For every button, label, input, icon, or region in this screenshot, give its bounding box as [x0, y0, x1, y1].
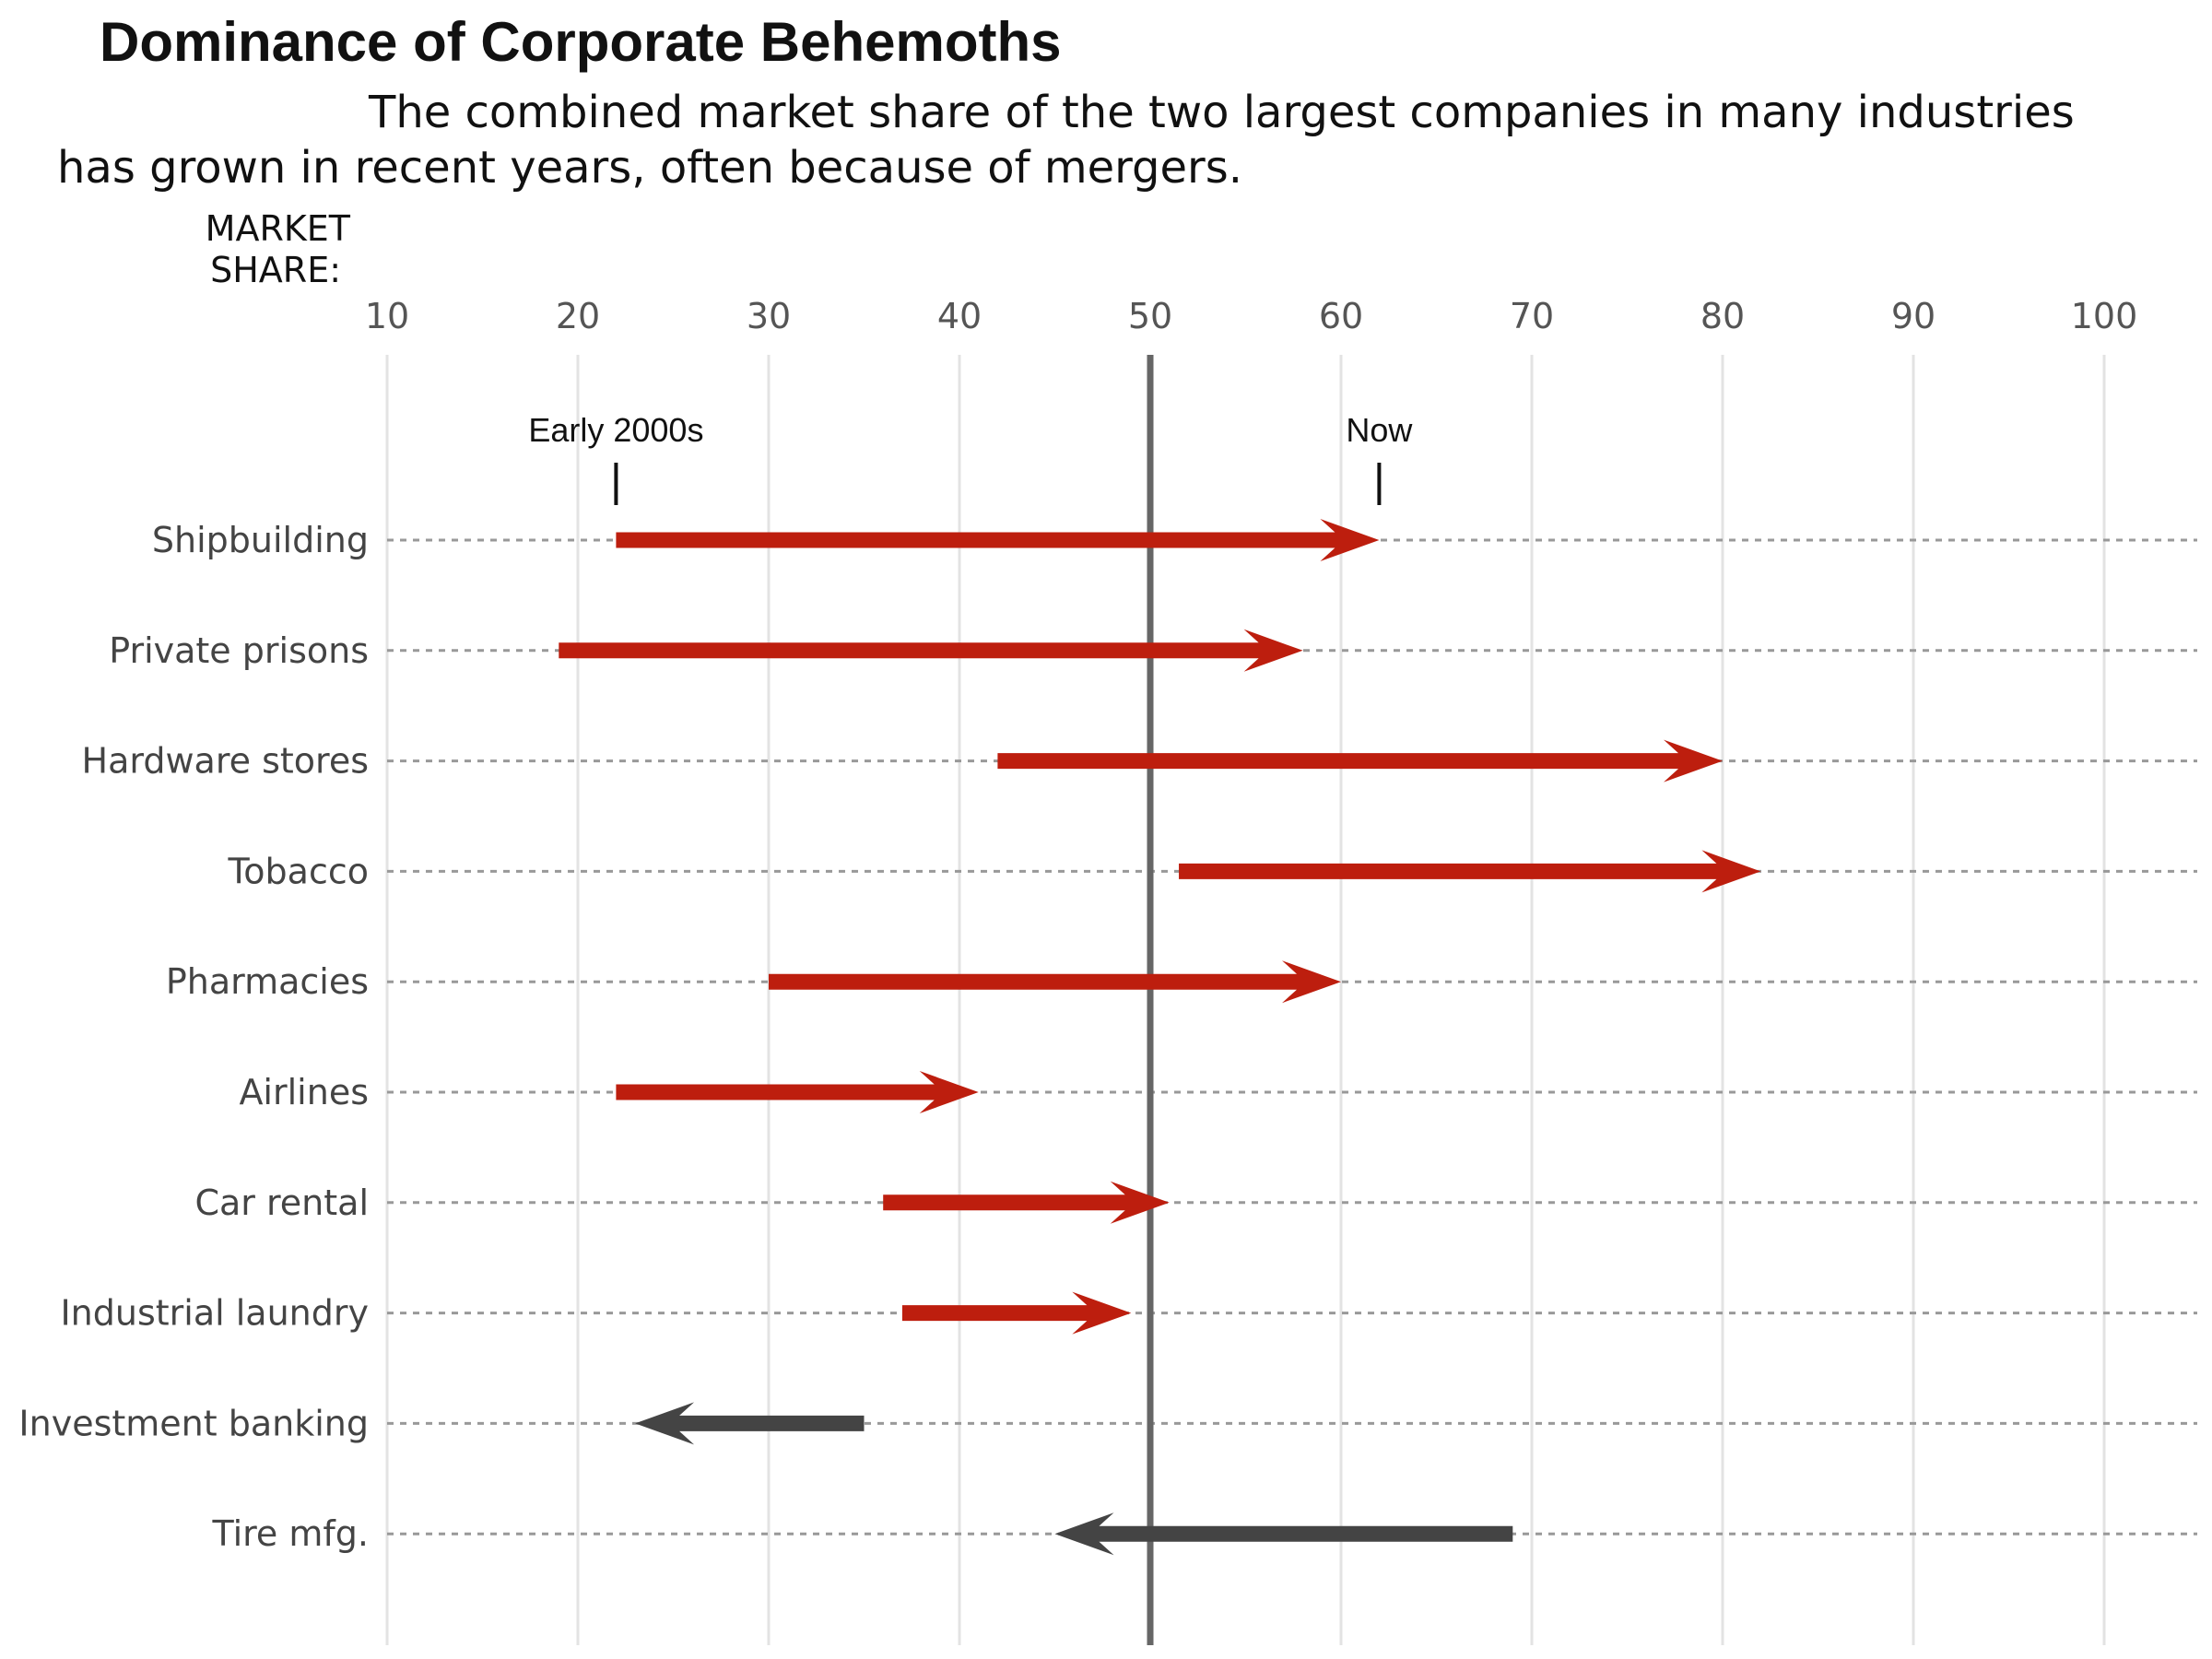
chart-subtitle-line-2: has grown in recent years, often because… [57, 142, 1242, 194]
category-label-pharmacies: Pharmacies [166, 961, 369, 1002]
x-tick-label-80: 80 [1700, 296, 1745, 336]
x-tick-label-60: 60 [1319, 296, 1363, 336]
x-tick-label-70: 70 [1510, 296, 1554, 336]
arrow-tobacco [1179, 850, 1761, 893]
arrow-industrial-laundry [901, 1291, 1132, 1335]
arrow-airlines [616, 1071, 979, 1113]
x-tick-label-20: 20 [556, 296, 600, 336]
category-label-private-prisons: Private prisons [109, 630, 369, 671]
axis-title-line-1: MARKET [206, 208, 351, 249]
x-tick-label-10: 10 [365, 296, 409, 336]
axis-title-line-2: SHARE: [210, 250, 341, 290]
category-label-shipbuilding: Shipbuilding [152, 520, 369, 560]
arrows [559, 519, 1761, 1556]
annotation-now: Now [1346, 411, 1413, 449]
chart-title: Dominance of Corporate Behemoths [100, 11, 1061, 73]
arrow-tire-mfg [1054, 1512, 1513, 1556]
arrow-private-prisons [559, 629, 1303, 672]
x-tick-label-100: 100 [2071, 296, 2138, 336]
x-tick-label-90: 90 [1891, 296, 1936, 336]
category-label-car-rental: Car rental [194, 1182, 369, 1223]
x-tick-label-50: 50 [1128, 296, 1172, 336]
annotations: Early 2000s Now [528, 411, 1413, 505]
gridlines [385, 355, 2106, 1645]
arrow-investment-banking [635, 1402, 865, 1445]
category-label-investment-banking: Investment banking [18, 1403, 369, 1443]
category-label-hardware-stores: Hardware stores [82, 741, 369, 782]
category-label-airlines: Airlines [239, 1072, 369, 1112]
x-tick-label-40: 40 [937, 296, 982, 336]
annotation-early-2000s: Early 2000s [528, 411, 703, 449]
category-label-industrial-laundry: Industrial laundry [60, 1293, 369, 1334]
chart-subtitle-line-1: The combined market share of the two lar… [368, 87, 2075, 138]
x-tick-label-30: 30 [747, 296, 791, 336]
category-rows: Shipbuilding Private prisons Hardware stor… [18, 520, 2197, 1554]
arrow-hardware-stores [997, 739, 1723, 782]
category-label-tobacco: Tobacco [228, 851, 369, 891]
category-label-tire-mfg: Tire mfg. [212, 1513, 369, 1554]
arrow-pharmacies [769, 960, 1341, 1004]
x-axis-ticks: 10 20 30 40 50 60 70 80 90 100 [365, 296, 2137, 336]
arrow-shipbuilding [616, 519, 1380, 561]
arrow-car-rental [883, 1181, 1170, 1224]
